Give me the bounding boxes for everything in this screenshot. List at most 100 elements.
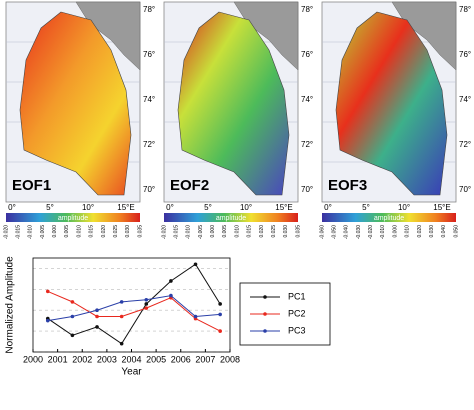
point xyxy=(119,314,124,319)
colorbar xyxy=(6,213,140,222)
colorbar-tick-label: -0.060 xyxy=(319,225,325,239)
point xyxy=(144,306,149,310)
point xyxy=(144,302,149,306)
point xyxy=(119,341,124,346)
colorbar-tick-label: -0.005 xyxy=(198,225,204,239)
colorbar xyxy=(322,213,456,222)
lat-label: 78° xyxy=(459,5,471,14)
line-chart: 2000 2001 2002 2003 2004 2005 2006 2007 2008 Year… xyxy=(5,256,331,378)
colorbar-tick-label: 0.020 xyxy=(417,225,423,238)
point xyxy=(218,312,222,317)
lon-label: 10° xyxy=(398,203,410,212)
lon-label: 0° xyxy=(324,203,332,212)
legend-marker xyxy=(263,329,267,333)
x-tick-label: 2007 xyxy=(195,354,215,364)
series-line xyxy=(47,263,221,345)
lat-label: 74° xyxy=(143,95,155,104)
colorbar-tick-label: 0.010 xyxy=(234,225,240,238)
lat-label: 78° xyxy=(301,5,313,14)
map-panel: EOF2 78° 76° 74° 72° 70° 0° 5° 10° 15°E amplitude -… xyxy=(161,1,313,239)
point xyxy=(193,262,198,267)
lat-label: 76° xyxy=(459,50,471,59)
colorbar-tick-label: 0.015 xyxy=(247,225,253,238)
colorbar-tick-label: -0.040 xyxy=(344,225,350,239)
lon-label: 15°E xyxy=(117,203,134,212)
x-tick-label: 2004 xyxy=(121,354,141,364)
colorbar-tick-label: -0.010 xyxy=(28,225,34,239)
eof-label: EOF1 xyxy=(12,177,51,194)
lat-label: 74° xyxy=(459,95,471,104)
x-tick-label: 2008 xyxy=(220,354,240,364)
legend-label: PC2 xyxy=(288,308,306,318)
colorbar-tick-label: 0.020 xyxy=(101,225,107,238)
colorbar-tick-label: 0.030 xyxy=(125,225,131,238)
x-tick-label: 2003 xyxy=(97,354,117,364)
legend: PC1 PC2 PC3 xyxy=(239,282,331,346)
colorbar-tick-label: 0.000 xyxy=(210,225,216,238)
lat-label: 70° xyxy=(459,185,471,194)
series-line xyxy=(47,290,221,332)
colorbar xyxy=(164,213,298,222)
colorbar-tick-label: 0.020 xyxy=(259,225,265,238)
lon-label: 0° xyxy=(166,203,174,212)
colorbar-label: amplitude xyxy=(58,215,88,222)
eof-field xyxy=(19,11,132,196)
lat-label: 74° xyxy=(301,95,313,104)
maps: EOF1 78° 76° 74° 72° 70° 0° 5° 10° 15°E amplitude -… xyxy=(3,1,471,239)
legend-label: PC3 xyxy=(288,325,306,335)
eof-field xyxy=(177,11,290,196)
y-axis-label: Normalized Amplitude xyxy=(5,256,16,354)
colorbar-tick-label: 0.005 xyxy=(222,225,228,238)
colorbar-tick-label: 0.035 xyxy=(137,225,143,238)
eof-label: EOF3 xyxy=(328,177,367,194)
lat-label: 72° xyxy=(459,140,471,149)
colorbar-tick-label: 0.040 xyxy=(441,225,447,238)
point xyxy=(95,325,99,329)
lat-label: 76° xyxy=(143,50,155,59)
lat-label: 72° xyxy=(301,140,313,149)
point xyxy=(95,308,99,313)
colorbar-label: amplitude xyxy=(216,215,246,222)
colorbar-tick-label: -0.015 xyxy=(16,225,22,239)
colorbar-tick-label: 0.010 xyxy=(405,225,411,238)
colorbar-tick-label: -0.020 xyxy=(161,225,167,239)
point xyxy=(218,302,222,306)
lat-label: 76° xyxy=(301,50,313,59)
lat-label: 72° xyxy=(143,140,155,149)
colorbar-tick-label: 0.005 xyxy=(64,225,70,238)
colorbar-tick-label: 0.010 xyxy=(76,225,82,238)
point xyxy=(218,329,222,333)
legend-marker xyxy=(263,312,267,316)
colorbar-tick-label: 0.015 xyxy=(89,225,95,238)
lat-label: 70° xyxy=(301,185,313,194)
legend-label: PC1 xyxy=(288,291,306,301)
x-tick-label: 2005 xyxy=(146,354,166,364)
lon-label: 5° xyxy=(46,203,54,212)
colorbar-tick-label: 0.030 xyxy=(429,225,435,238)
lon-label: 10° xyxy=(82,203,94,212)
point xyxy=(45,289,50,294)
lat-label: 78° xyxy=(143,5,155,14)
legend-marker xyxy=(263,295,267,299)
x-tick-label: 2002 xyxy=(72,354,92,364)
colorbar-tick-label: -0.010 xyxy=(186,225,192,239)
point xyxy=(169,293,173,298)
colorbar-tick-label: -0.005 xyxy=(40,225,46,239)
colorbar-tick-label: 0.025 xyxy=(271,225,277,238)
point xyxy=(70,333,75,338)
x-axis-label: Year xyxy=(121,367,142,378)
lon-label: 5° xyxy=(204,203,212,212)
lon-label: 10° xyxy=(240,203,252,212)
colorbar-tick-label: -0.030 xyxy=(356,225,362,239)
eof-label: EOF2 xyxy=(170,177,209,194)
colorbar-tick-label: 0.035 xyxy=(295,225,301,238)
colorbar-tick-label: -0.010 xyxy=(380,225,386,239)
eof-field xyxy=(335,11,448,196)
x-tick-label: 2001 xyxy=(48,354,68,364)
colorbar-tick-label: 0.025 xyxy=(113,225,119,238)
colorbar-tick-label: 0.050 xyxy=(453,225,459,238)
lon-label: 15°E xyxy=(433,203,450,212)
x-tick-label: 2006 xyxy=(171,354,191,364)
point xyxy=(144,297,149,302)
